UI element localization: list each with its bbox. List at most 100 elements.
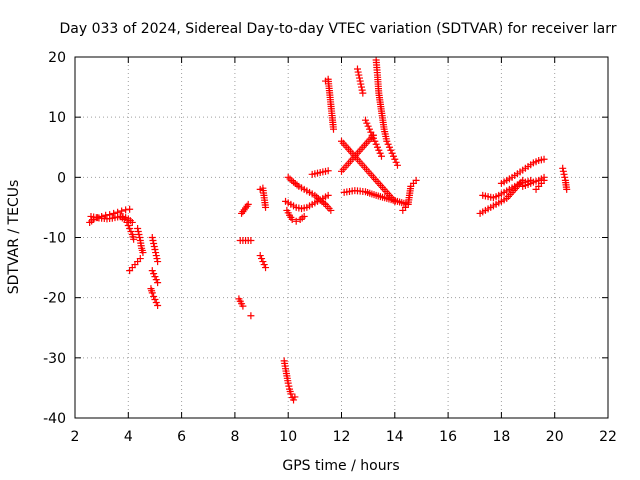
data-point <box>372 140 380 148</box>
data-point <box>151 273 159 281</box>
data-point <box>122 206 130 214</box>
data-point <box>239 302 247 310</box>
data-point <box>393 161 401 169</box>
data-point <box>262 203 270 211</box>
data-point <box>262 264 270 272</box>
series-track-r <box>308 167 332 178</box>
data-point-trail <box>354 68 362 76</box>
data-point-trail <box>559 167 567 175</box>
x-tick-label: 8 <box>230 429 239 445</box>
data-point <box>150 240 158 248</box>
data-point <box>118 207 126 215</box>
chart-title: Day 033 of 2024, Sidereal Day-to-day VTE… <box>60 21 617 37</box>
y-tick-label: -20 <box>43 291 66 307</box>
data-point-trail <box>358 86 366 94</box>
data-point <box>563 185 571 193</box>
y-tick-label: -30 <box>43 351 66 367</box>
data-point-trail <box>365 125 373 133</box>
x-tick-label: 20 <box>546 429 564 445</box>
data-point <box>355 71 363 79</box>
series-track-l <box>256 252 270 272</box>
x-axis-label: GPS time / hours <box>282 458 399 474</box>
data-point <box>359 89 367 97</box>
data-point <box>259 258 267 266</box>
data-point <box>367 128 375 136</box>
y-tick-label: 20 <box>48 50 66 66</box>
data-point-trail <box>124 221 132 229</box>
data-point <box>244 200 252 208</box>
data-point <box>110 209 118 217</box>
series-track-i <box>236 237 255 245</box>
data-point <box>154 258 162 266</box>
data-point <box>102 211 110 219</box>
x-tick-label: 10 <box>279 429 297 445</box>
series-track-z <box>399 176 420 214</box>
data-marks <box>86 56 571 404</box>
data-point <box>540 155 548 163</box>
series-track-af <box>559 164 571 193</box>
data-point-trail <box>152 249 160 257</box>
data-point-trail <box>285 382 293 390</box>
data-point <box>148 289 156 297</box>
data-point <box>288 215 296 223</box>
data-point <box>152 252 160 260</box>
data-point <box>540 176 548 184</box>
data-point <box>126 224 134 232</box>
series-track-w <box>353 65 367 97</box>
data-point <box>135 230 143 238</box>
data-point-trail <box>149 237 157 245</box>
series-track-d <box>126 255 144 275</box>
x-tick-label: 22 <box>599 429 617 445</box>
series-track-h <box>147 285 162 309</box>
data-point <box>324 191 332 199</box>
y-tick-label: 0 <box>57 170 66 186</box>
series-track-j <box>235 295 247 310</box>
x-tick-label: 6 <box>177 429 186 445</box>
data-point <box>324 167 332 175</box>
data-point <box>388 149 396 157</box>
data-point <box>136 255 144 263</box>
data-point <box>130 235 138 243</box>
series-track-p <box>283 206 308 225</box>
data-point-trail <box>371 137 379 145</box>
data-point <box>300 212 308 220</box>
data-point-trail <box>384 140 392 148</box>
data-point-trail <box>376 149 384 157</box>
data-point <box>290 396 298 404</box>
data-point <box>126 205 134 213</box>
series-track-ac <box>497 155 548 187</box>
series-track-q <box>284 173 335 214</box>
series-track-ae <box>532 176 548 193</box>
data-point-trail <box>136 234 144 241</box>
x-tick-label: 14 <box>386 429 404 445</box>
data-point <box>284 173 292 181</box>
data-point <box>357 83 365 91</box>
data-point <box>291 393 299 401</box>
series-track-aa <box>476 176 527 217</box>
series-track-k <box>238 200 255 320</box>
data-point <box>150 292 158 300</box>
data-point <box>364 122 372 130</box>
data-point <box>148 234 156 241</box>
data-point <box>151 246 159 254</box>
data-point <box>369 134 377 142</box>
data-point <box>154 301 162 309</box>
data-point <box>247 312 255 320</box>
y-tick-label: -40 <box>43 411 66 427</box>
data-point-trail <box>387 146 395 154</box>
data-point <box>412 176 420 184</box>
data-point <box>559 164 567 172</box>
data-point <box>292 217 300 225</box>
series-track-e <box>134 224 147 257</box>
data-point <box>391 155 399 163</box>
data-point <box>256 252 264 260</box>
data-point <box>375 146 383 154</box>
y-axis-label: SDTVAR / TECUs <box>6 180 22 295</box>
series-track-c <box>116 212 138 243</box>
data-point <box>123 218 131 226</box>
y-tick-label: -10 <box>43 231 66 247</box>
data-point <box>383 137 391 145</box>
data-point <box>361 116 369 124</box>
series-track-n <box>280 357 299 404</box>
